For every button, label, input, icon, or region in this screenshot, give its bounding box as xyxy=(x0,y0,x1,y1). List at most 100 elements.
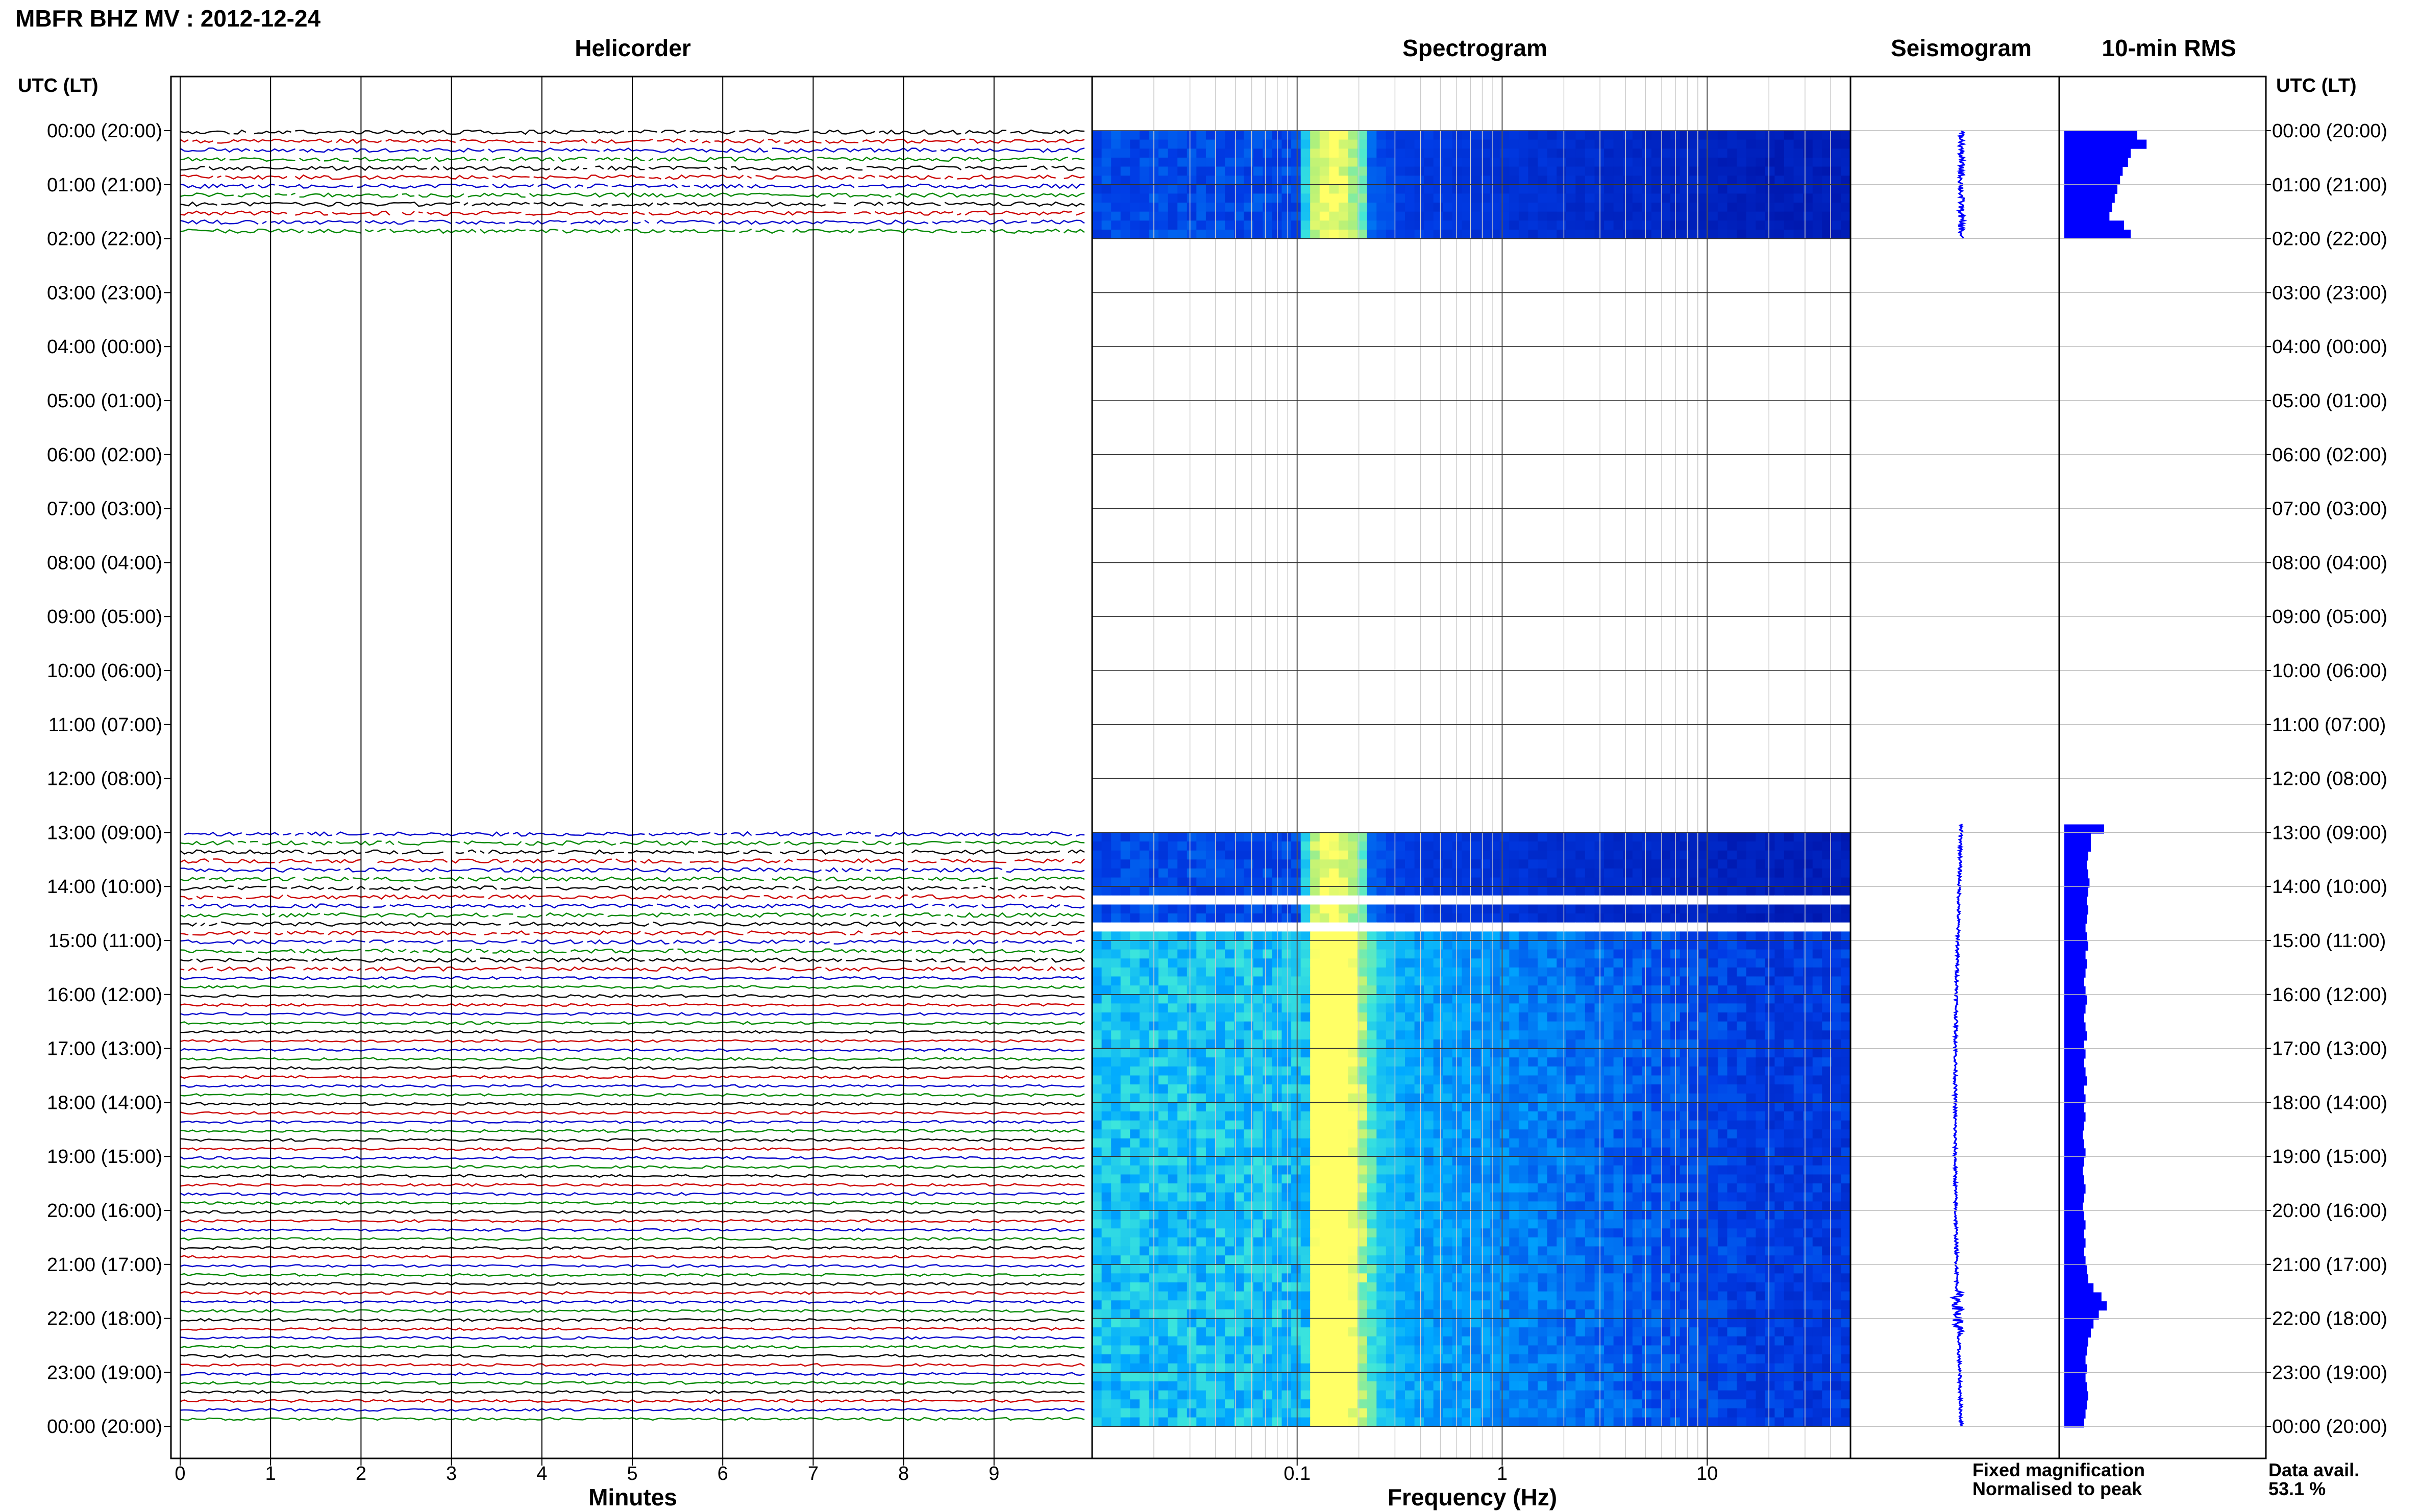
spectrogram-cell xyxy=(1774,958,1785,968)
spectrogram-cell xyxy=(1319,985,1329,995)
spectrogram-cell xyxy=(1765,1237,1775,1247)
spectrogram-cell xyxy=(1528,193,1538,203)
spectrogram-cell xyxy=(1111,1129,1121,1139)
spectrogram-cell xyxy=(1244,859,1254,869)
spectrogram-cell xyxy=(1101,203,1112,212)
spectrogram-cell xyxy=(1244,1156,1254,1166)
spectrogram-cell xyxy=(1538,166,1548,176)
spectrogram-cell xyxy=(1462,1057,1472,1067)
spectrogram-cell xyxy=(1547,1048,1557,1058)
spectrogram-cell xyxy=(1490,157,1500,167)
spectrogram-cell xyxy=(1168,832,1178,842)
spectrogram-cell xyxy=(1689,148,1699,158)
spectrogram-cell xyxy=(1689,886,1699,896)
spectrogram-cell xyxy=(1623,184,1633,194)
spectrogram-cell xyxy=(1386,1165,1396,1175)
spectrogram-cell xyxy=(1585,193,1595,203)
spectrogram-cell xyxy=(1357,139,1368,149)
spectrogram-cell xyxy=(1613,1246,1623,1256)
spectrogram-cell xyxy=(1462,850,1472,860)
spectrogram-cell xyxy=(1462,1219,1472,1229)
spectrogram-cell xyxy=(1357,1030,1368,1040)
spectrogram-cell xyxy=(1130,850,1140,860)
spectrogram-cell xyxy=(1281,1246,1292,1256)
spectrogram-cell xyxy=(1538,985,1548,995)
spectrogram-cell xyxy=(1623,148,1633,158)
spectrogram-cell xyxy=(1585,1012,1595,1022)
spectrogram-cell xyxy=(1756,1138,1766,1148)
spectrogram-cell xyxy=(1585,1129,1595,1139)
spectrogram-cell xyxy=(1566,859,1576,869)
spectrogram-cell xyxy=(1215,1111,1225,1121)
spectrogram-cell xyxy=(1111,985,1121,995)
spectrogram-cell xyxy=(1490,1012,1500,1022)
spectrogram-cell xyxy=(1443,1246,1453,1256)
spectrogram-cell xyxy=(1651,1255,1662,1265)
spectrogram-cell xyxy=(1433,931,1443,941)
spectrogram-cell xyxy=(1263,1003,1273,1013)
spectrogram-cell xyxy=(1557,184,1567,194)
spectrogram-cell xyxy=(1708,157,1718,167)
spectrogram-cell xyxy=(1263,1246,1273,1256)
spectrogram-cell xyxy=(1111,1039,1121,1049)
spectrogram-cell xyxy=(1196,230,1206,239)
spectrogram-cell xyxy=(1604,1156,1614,1166)
spectrogram-cell xyxy=(1367,940,1377,950)
spectrogram-cell xyxy=(1613,967,1623,977)
spectrogram-cell xyxy=(1727,1129,1737,1139)
spectrogram-cell xyxy=(1604,176,1614,185)
spectrogram-cell xyxy=(1708,1174,1718,1184)
spectrogram-cell xyxy=(1319,1138,1329,1148)
spectrogram-cell xyxy=(1300,1111,1311,1121)
spectrogram-cell xyxy=(1291,1102,1301,1112)
spectrogram-cell xyxy=(1765,211,1775,221)
spectrogram-cell xyxy=(1263,1138,1273,1148)
spectrogram-cell xyxy=(1594,1120,1605,1130)
spectrogram-cell xyxy=(1405,1219,1415,1229)
spectrogram-cell xyxy=(1528,1156,1538,1166)
spectrogram-cell xyxy=(1319,994,1329,1004)
spectrogram-cell xyxy=(1784,193,1794,203)
spectrogram-cell xyxy=(1547,940,1557,950)
spectrogram-cell xyxy=(1139,1048,1150,1058)
spectrogram-cell xyxy=(1168,1237,1178,1247)
spectrogram-cell xyxy=(1651,157,1662,167)
spectrogram-cell xyxy=(1689,139,1699,149)
spectrogram-cell xyxy=(1698,1246,1709,1256)
spectrogram-cell xyxy=(1319,1102,1329,1112)
spectrogram-cell xyxy=(1518,1174,1529,1184)
spectrogram-cell xyxy=(1462,832,1472,842)
spectrogram-cell xyxy=(1424,940,1434,950)
spectrogram-cell xyxy=(1414,139,1424,149)
spectrogram-cell xyxy=(1319,1066,1329,1076)
spectrogram-cell xyxy=(1253,1066,1263,1076)
spectrogram-cell xyxy=(1376,1003,1387,1013)
spectrogram-cell xyxy=(1661,1156,1671,1166)
spectrogram-cell xyxy=(1490,1039,1500,1049)
spectrogram-cell xyxy=(1168,220,1178,230)
spectrogram-cell xyxy=(1803,230,1813,239)
spectrogram-cell xyxy=(1357,886,1368,896)
spectrogram-cell xyxy=(1130,922,1140,932)
spectrogram-cell xyxy=(1101,1165,1112,1175)
spectrogram-cell xyxy=(1462,1093,1472,1103)
spectrogram-cell xyxy=(1651,1156,1662,1166)
spectrogram-cell xyxy=(1101,1003,1112,1013)
spectrogram-cell xyxy=(1405,148,1415,158)
spectrogram-cell xyxy=(1244,139,1254,149)
spectrogram-cell xyxy=(1841,868,1851,878)
spectrogram-cell xyxy=(1803,211,1813,221)
spectrogram-cell xyxy=(1367,1219,1377,1229)
spectrogram-cell xyxy=(1717,895,1728,905)
spectrogram-cell xyxy=(1215,1264,1225,1274)
spectrogram-cell xyxy=(1632,211,1642,221)
spectrogram-cell xyxy=(1310,1183,1320,1193)
spectrogram-cell xyxy=(1319,895,1329,905)
spectrogram-cell xyxy=(1092,913,1102,923)
spectrogram-cell xyxy=(1348,1012,1358,1022)
spectrogram-cell xyxy=(1765,1192,1775,1202)
spectrogram-cell xyxy=(1499,176,1510,185)
spectrogram-cell xyxy=(1746,1273,1756,1283)
spectrogram-cell xyxy=(1727,868,1737,878)
spectrogram-cell xyxy=(1661,157,1671,167)
